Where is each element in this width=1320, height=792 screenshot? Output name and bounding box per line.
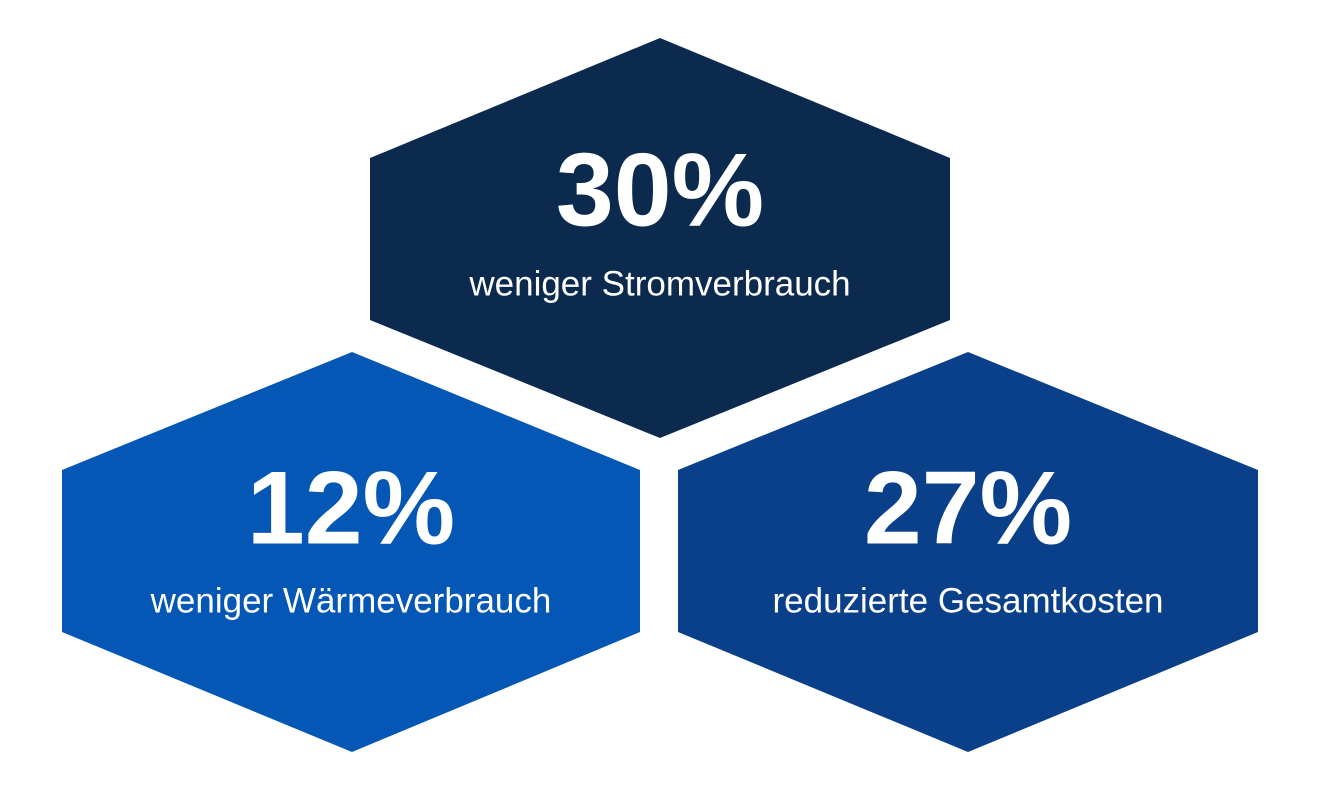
- hexagon: [62, 352, 640, 752]
- stat-label: reduzierte Gesamtkosten: [772, 581, 1163, 620]
- stat-value: 12%: [247, 450, 455, 566]
- stat-value: 30%: [556, 132, 764, 248]
- stat-label: weniger Stromverbrauch: [468, 264, 850, 303]
- hexagon: [370, 38, 950, 438]
- hexagon-card: 27% reduzierte Gesamtkosten: [678, 352, 1258, 752]
- hexagon: [678, 352, 1258, 752]
- stat-value: 27%: [864, 450, 1072, 566]
- stat-label: weniger Wärmeverbrauch: [150, 581, 552, 620]
- hexagon-card: 30% weniger Stromverbrauch: [370, 38, 950, 438]
- hexagon-card: 12% weniger Wärmeverbrauch: [62, 352, 640, 752]
